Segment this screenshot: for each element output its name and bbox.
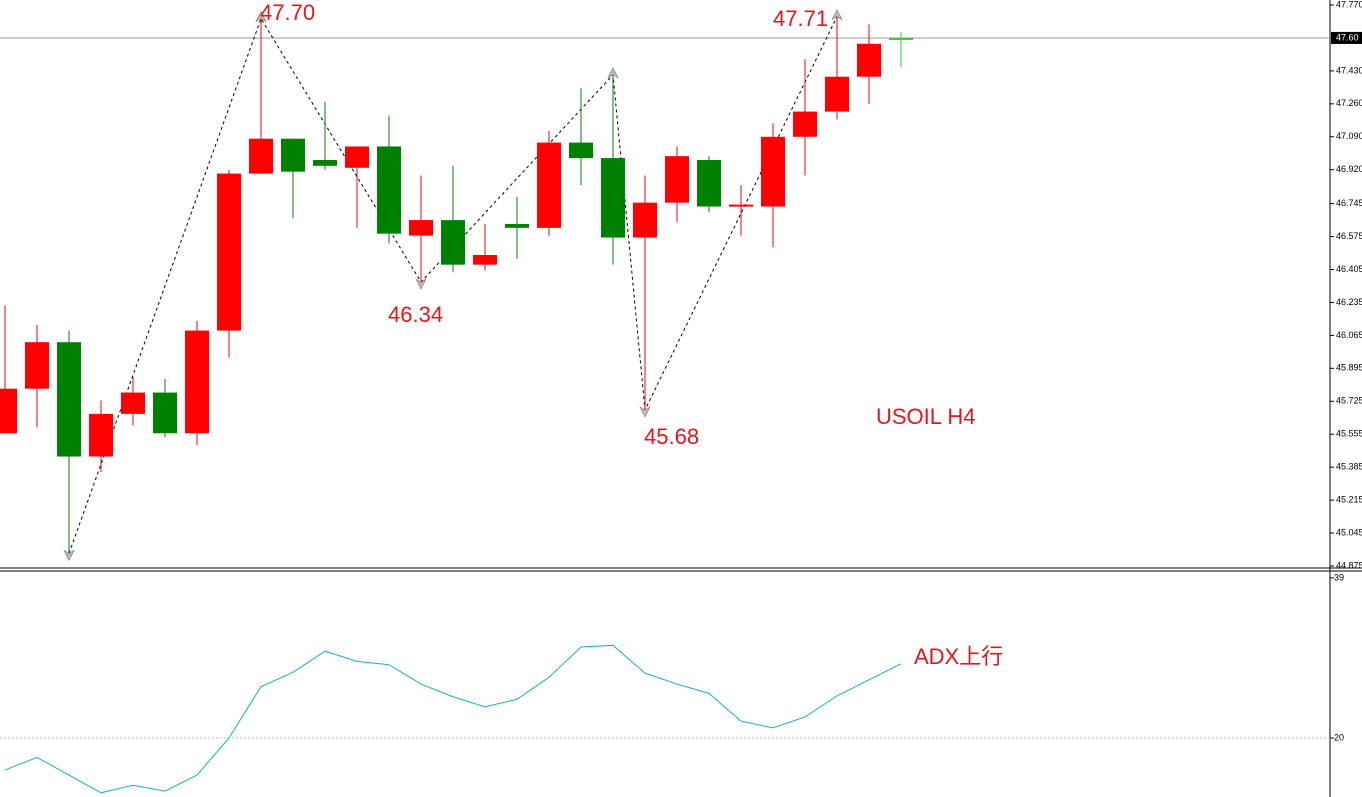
y-tick-label: 20 xyxy=(1334,732,1344,742)
annotation: ADX上行 xyxy=(914,644,1003,669)
candle-body xyxy=(281,138,305,172)
annotation: 47.71 xyxy=(773,6,828,31)
zigzag-arrow xyxy=(415,278,427,290)
y-tick-label: 46.920 xyxy=(1336,164,1362,174)
y-tick-label: 45.385 xyxy=(1336,462,1362,472)
candle-body xyxy=(665,156,689,203)
y-tick-label: 47.090 xyxy=(1336,131,1362,141)
y-tick-label: 46.235 xyxy=(1336,297,1362,307)
zigzag-arrow xyxy=(831,8,843,21)
candle-body xyxy=(569,142,593,159)
candle-body xyxy=(729,204,753,207)
candle-body xyxy=(25,342,49,389)
candle-body xyxy=(249,138,273,174)
candle-body xyxy=(217,173,241,331)
zigzag-arrow xyxy=(607,67,619,79)
candle-body xyxy=(409,220,433,236)
y-tick-label: 46.745 xyxy=(1336,198,1362,208)
annotation: 45.68 xyxy=(644,424,699,449)
candle-body xyxy=(697,160,721,207)
y-tick-label: 46.575 xyxy=(1336,231,1362,241)
y-tick-label: 46.405 xyxy=(1336,264,1362,274)
y-tick-label: 45.895 xyxy=(1336,363,1362,373)
candle-body xyxy=(889,37,913,40)
y-tick-label: 46.065 xyxy=(1336,330,1362,340)
candle-body xyxy=(0,388,17,434)
zigzag-arrow xyxy=(255,10,267,23)
annotation: 46.34 xyxy=(388,302,443,327)
candle-body xyxy=(441,220,465,265)
y-tick-label: 47.430 xyxy=(1336,65,1362,75)
candle-body xyxy=(601,158,625,238)
candle-body xyxy=(505,223,529,228)
candle-body xyxy=(121,392,145,414)
current-price-label: 47.60 xyxy=(1336,32,1359,42)
candle-body xyxy=(185,330,209,434)
candle-body xyxy=(345,146,369,168)
candle-body xyxy=(537,142,561,228)
y-tick-label: 45.725 xyxy=(1336,396,1362,406)
annotation: USOIL H4 xyxy=(876,404,975,429)
y-tick-label: 47.260 xyxy=(1336,98,1362,108)
y-tick-label: 45.555 xyxy=(1336,429,1362,439)
candle-body xyxy=(633,202,657,238)
y-tick-label: 47.770 xyxy=(1336,0,1362,9)
y-tick-label: 39 xyxy=(1334,572,1344,582)
y-tick-label: 44.875 xyxy=(1336,560,1362,570)
zigzag-arrow xyxy=(63,549,75,562)
candle-body xyxy=(761,136,785,207)
y-tick-label: 45.045 xyxy=(1336,527,1362,537)
candle-body xyxy=(793,111,817,137)
current-price-box xyxy=(1331,31,1362,44)
y-tick-label: 45.215 xyxy=(1336,494,1362,504)
annotation: 47.70 xyxy=(260,0,315,25)
candle-body xyxy=(825,76,849,112)
zigzag-line xyxy=(68,16,838,554)
adx-line xyxy=(4,644,902,794)
candle-body xyxy=(473,254,497,265)
candle-body xyxy=(313,160,337,166)
candle-body xyxy=(153,392,177,434)
zigzag-arrow xyxy=(639,406,651,418)
candle-body xyxy=(377,146,401,234)
candle-body xyxy=(89,413,113,457)
candle-body xyxy=(57,342,81,457)
candle-body xyxy=(857,43,881,77)
